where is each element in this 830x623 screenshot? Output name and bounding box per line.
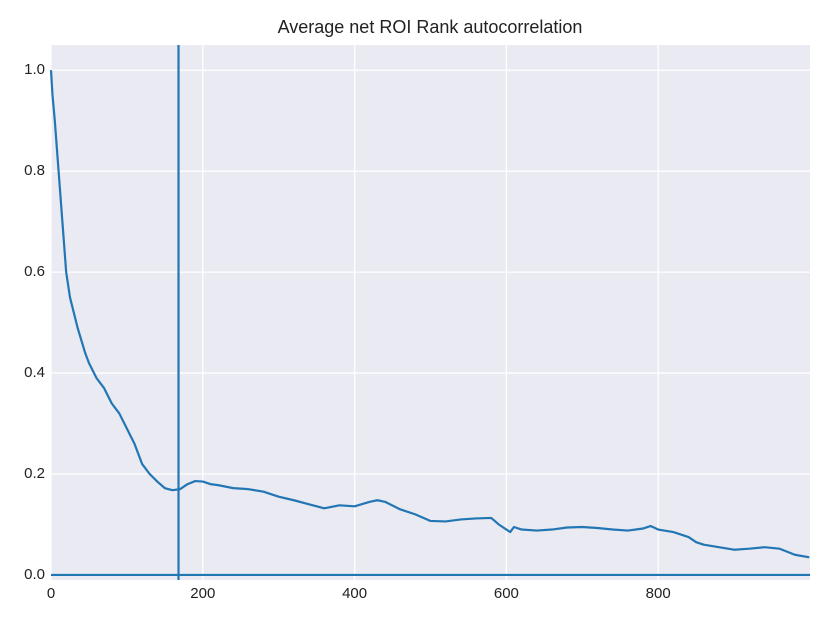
x-tick-label: 800 [646, 585, 671, 602]
data-line [49, 70, 810, 559]
y-tick-label: 1.0 [24, 61, 45, 78]
x-tick-label: 0 [47, 585, 55, 602]
x-tick-label: 400 [342, 585, 367, 602]
y-tick-label: 0.6 [24, 263, 45, 280]
x-tick-label: 200 [190, 585, 215, 602]
chart-title: Average net ROI Rank autocorrelation [278, 17, 583, 37]
y-tick-label: 0.2 [24, 465, 45, 482]
x-tick-label: 600 [494, 585, 519, 602]
plot-background [51, 45, 810, 580]
y-tick-label: 0.8 [24, 162, 45, 179]
y-tick-label: 0.4 [24, 364, 45, 381]
y-tick-label: 0.0 [24, 566, 45, 583]
